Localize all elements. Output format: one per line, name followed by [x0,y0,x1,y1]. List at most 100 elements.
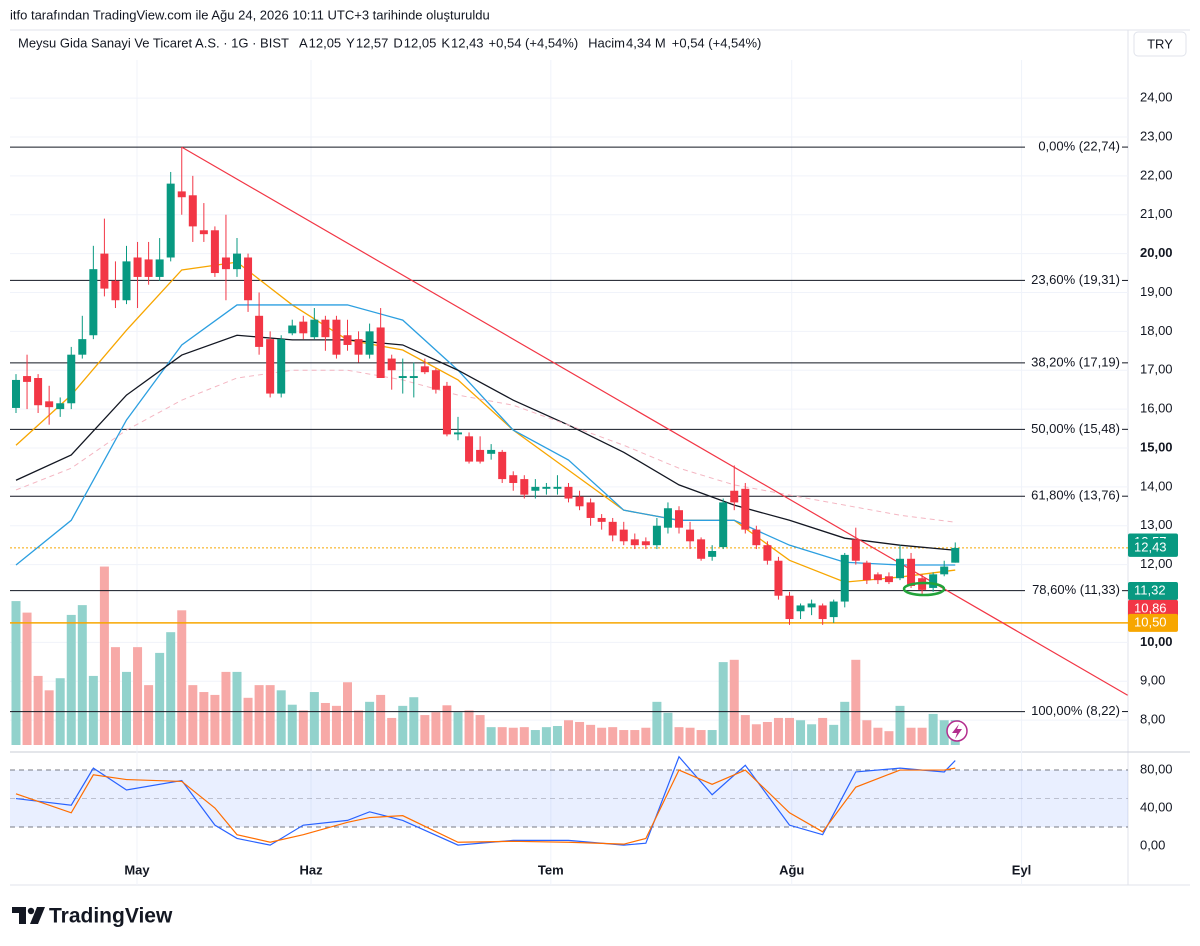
volume-bar [155,652,165,745]
volume-bar [796,720,806,745]
volume-bar [641,727,651,745]
candle-body [774,560,783,596]
candle-body [575,496,584,507]
candle-body [244,257,253,301]
volume-bar [11,601,21,745]
volume-bar [785,717,794,745]
volume-bar [309,692,319,745]
candle-body [686,529,695,542]
volume-bar [122,671,131,745]
flash-icon [946,720,968,742]
volume-bar [939,720,949,745]
volume-bar [917,727,927,745]
currency: TRY [1147,36,1173,51]
volume-bar [807,724,817,745]
candle-body [807,603,816,608]
trendline [181,146,1128,696]
candle-body [675,510,683,528]
candle-body [398,376,407,379]
x-tick-label: Haz [299,862,323,877]
volume-bar [630,730,640,745]
volume-bar [265,685,275,745]
volume-bar [497,727,507,745]
candle-body [409,376,418,379]
volume-bar [586,724,596,745]
candle-body [951,547,960,563]
volume-bar [575,721,585,745]
candle-body [763,545,772,561]
volume-bar [674,727,684,745]
fib-label: 0,00% (22,74) [1038,139,1120,154]
candle-body [387,358,396,371]
candle-body [619,529,628,542]
candle-body [56,403,65,410]
moving-average [15,304,956,566]
candle-body [45,401,54,408]
fib-label: 61,80% (13,76) [1031,488,1120,503]
y-tick-label: 17,00 [1140,362,1173,377]
candle-body [586,502,595,518]
volume-bar [210,694,220,745]
volume-bar [519,727,529,745]
volume-bar [398,705,408,745]
volume-bar [254,685,264,745]
volume-bar [376,694,386,745]
candle-body [442,385,451,435]
volume-bar [243,697,253,745]
candle-body [597,517,606,522]
candle-body [221,257,230,270]
candle-body [873,574,882,581]
candle-body [321,319,330,338]
stoch-k [15,755,956,846]
volume-bar [420,715,430,745]
candle-body [233,253,241,270]
candle-body [78,339,87,355]
candle-body [641,541,650,546]
y-tick-label: 8,00 [1140,712,1165,727]
fib-label: 50,00% (15,48) [1031,421,1120,436]
volume-bar [88,675,98,745]
candle-body [862,562,871,581]
stoch-tick-label: 0,00 [1140,837,1165,852]
stoch-tick-label: 40,00 [1140,799,1173,814]
volume-bar [840,701,850,745]
x-tick-label: May [124,862,150,877]
candle-body [785,595,794,620]
candle-body [365,331,374,355]
volume-bar [177,610,187,745]
volume-bar [99,566,109,745]
y-tick-label: 14,00 [1140,478,1173,493]
price-tag [1128,538,1178,557]
candle-body [166,183,175,258]
stoch-band [10,770,1128,828]
fib-label: 23,60% (19,31) [1031,272,1120,287]
volume-bar [851,659,861,745]
price-tag-label: 12,43 [1134,539,1167,554]
volume-bar [564,720,573,745]
ohlc-value: 12,43 [451,35,484,50]
y-tick-label: 22,00 [1140,167,1173,182]
volume-name: Hacim [588,35,625,50]
y-tick-label: 12,00 [1140,556,1173,571]
ohlc-name: D [393,35,402,50]
x-tick-label: Ağu [779,862,804,877]
volume-bar [343,682,352,745]
candle-body [111,280,120,301]
fib-label: 100,00% (8,22) [1031,703,1120,718]
y-tick-label: 19,00 [1140,284,1173,299]
fib-label: 38,20% (17,19) [1031,354,1120,369]
logo-dot [27,907,35,915]
moving-average [15,334,956,551]
price-tag [1128,613,1178,632]
price-tag [1128,582,1178,601]
y-tick-label: 15,00 [1140,439,1173,454]
candle-body [553,486,562,489]
candle-body [343,335,352,345]
volume-bar [77,605,87,745]
volume-bar [707,730,717,745]
logo-part [12,907,26,924]
legend-change: +0,54 (+4,54%) [489,35,579,50]
volume-bar [365,701,375,745]
candle-body [564,486,573,499]
